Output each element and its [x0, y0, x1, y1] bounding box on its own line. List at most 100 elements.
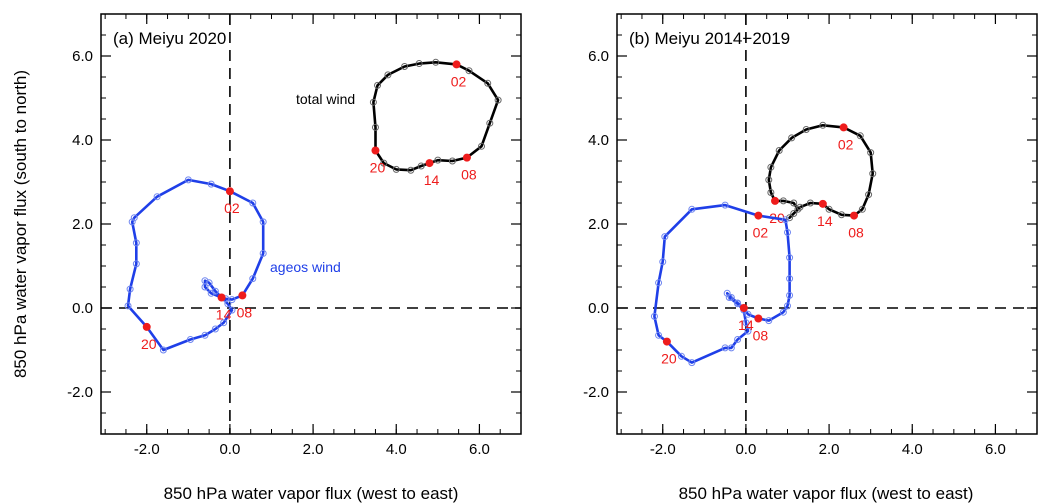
x-tick-label-b: 6.0 — [985, 441, 1006, 458]
data-point-ageos-wind-a — [220, 319, 228, 327]
data-point-ageos-wind-a — [130, 214, 138, 222]
data-point-total-wind-b — [819, 121, 827, 129]
hour-label-02-ageos-wind-a: 02 — [224, 200, 240, 216]
data-point-total-wind-b — [790, 199, 798, 207]
panel-a: (a) Meiyu 2020 850 hPa water vapor flux … — [11, 13, 522, 503]
data-point-total-wind-b — [865, 191, 873, 199]
data-point-ageos-wind-b — [677, 352, 685, 360]
panel-title-a: (a) Meiyu 2020 — [113, 29, 226, 48]
x-tick-label-a: -2.0 — [134, 441, 160, 458]
y-tick-label-b: -2.0 — [583, 384, 609, 401]
hour-marker-20-ageos-wind-a — [142, 322, 151, 331]
data-point-total-wind-a — [380, 159, 388, 167]
data-point-ageos-wind-a — [132, 239, 140, 247]
x-tick-label-b: -2.0 — [650, 441, 676, 458]
data-point-ageos-wind-a — [259, 218, 267, 226]
data-point-total-wind-b — [794, 205, 802, 213]
data-point-total-wind-a — [477, 142, 485, 150]
data-point-total-wind-a — [392, 165, 400, 173]
hour-marker-20-total-wind-b — [771, 196, 780, 205]
data-point-total-wind-a — [407, 166, 415, 174]
data-point-total-wind-b — [786, 214, 794, 222]
data-point-total-wind-b — [856, 132, 864, 140]
hour-label-08-ageos-wind-b: 08 — [753, 328, 769, 344]
data-point-ageos-wind-a — [224, 300, 232, 308]
data-point-total-wind-b — [796, 203, 804, 211]
y-tick-label-a: 6.0 — [72, 48, 93, 65]
data-point-ageos-wind-a — [205, 279, 213, 287]
data-point-ageos-wind-b — [734, 300, 742, 308]
data-point-total-wind-b — [825, 205, 833, 213]
hour-label-20-ageos-wind-a: 20 — [141, 336, 157, 352]
hour-marker-02-ageos-wind-b — [754, 211, 763, 220]
x-tick-label-a: 2.0 — [303, 441, 324, 458]
data-point-total-wind-a — [415, 60, 423, 68]
hour-marker-14-ageos-wind-b — [739, 304, 748, 312]
data-point-ageos-wind-b — [744, 327, 752, 335]
x-axis-title-b: 850 hPa water vapor flux (west to east) — [679, 484, 974, 503]
series-line-ageos-wind-b — [653, 203, 791, 364]
hour-marker-14-ageos-wind-a — [217, 293, 226, 302]
data-point-total-wind-b — [806, 199, 814, 207]
data-point-ageos-wind-a — [211, 325, 219, 333]
hour-marker-08-total-wind-a — [462, 153, 471, 162]
data-point-ageos-wind-a — [186, 336, 194, 343]
data-point-ageos-wind-a — [249, 275, 257, 283]
data-point-ageos-wind-b — [650, 312, 658, 320]
data-point-ageos-wind-a — [211, 287, 219, 295]
data-point-total-wind-a — [465, 67, 473, 75]
data-point-ageos-wind-a — [259, 249, 267, 257]
data-point-ageos-wind-b — [725, 294, 733, 301]
plot-layer-a: -2.0 0.0 2.0 4.0 6.0 -2.0 0.0 2.0 4.0 6.0 02 08 14 20… — [67, 13, 522, 458]
data-point-total-wind-b — [767, 189, 775, 196]
data-point-ageos-wind-b — [655, 279, 663, 287]
data-point-ageos-wind-a — [132, 260, 140, 268]
data-point-total-wind-a — [384, 71, 392, 79]
x-tick-label-b: 4.0 — [902, 441, 923, 458]
hour-label-02-total-wind-b: 02 — [838, 136, 854, 152]
hour-marker-14-total-wind-a — [425, 159, 434, 168]
y-tick-label-a: -2.0 — [67, 384, 93, 401]
plot-layer-b: -2.0 0.0 2.0 4.0 6.0-2.00.02.04.06.002081420… — [583, 13, 1038, 458]
hour-label-14-total-wind-a: 14 — [424, 172, 440, 188]
data-point-ageos-wind-b — [727, 294, 735, 301]
data-point-total-wind-b — [838, 211, 846, 219]
data-point-ageos-wind-a — [159, 346, 167, 354]
hour-label-14-ageos-wind-b: 14 — [738, 317, 754, 333]
hour-marker-20-ageos-wind-b — [662, 337, 671, 346]
y-tick-label-b: 0.0 — [588, 300, 609, 317]
hour-label-20-ageos-wind-b: 20 — [661, 351, 677, 367]
data-point-ageos-wind-b — [786, 291, 794, 299]
data-point-total-wind-a — [401, 63, 409, 70]
data-point-ageos-wind-b — [655, 331, 663, 339]
data-point-ageos-wind-b — [786, 254, 794, 262]
y-tick-label-a: 4.0 — [72, 132, 93, 149]
hour-label-08-total-wind-b: 08 — [848, 225, 864, 241]
data-point-ageos-wind-a — [207, 289, 215, 297]
data-point-total-wind-a — [484, 79, 492, 87]
panel-b: (b) Meiyu 2014−2019 850 hPa water vapor … — [583, 13, 1038, 503]
data-point-ageos-wind-a — [128, 218, 136, 226]
annotation-total-wind: total wind — [296, 91, 355, 107]
data-point-ageos-wind-b — [781, 216, 789, 224]
data-point-total-wind-b — [802, 126, 810, 133]
data-point-total-wind-b — [869, 170, 877, 178]
data-point-ageos-wind-b — [765, 317, 773, 325]
data-point-ageos-wind-b — [688, 359, 696, 367]
data-point-ageos-wind-a — [249, 199, 257, 207]
data-point-total-wind-a — [486, 119, 494, 127]
data-point-total-wind-a — [374, 81, 382, 89]
data-point-total-wind-a — [369, 98, 377, 106]
hour-marker-02-ageos-wind-a — [225, 187, 234, 196]
data-point-ageos-wind-a — [207, 180, 215, 188]
data-point-ageos-wind-b — [779, 308, 787, 316]
data-point-total-wind-a — [371, 123, 379, 131]
data-point-total-wind-a — [494, 96, 502, 104]
data-point-ageos-wind-b — [786, 275, 794, 283]
data-point-ageos-wind-b — [661, 233, 669, 241]
y-tick-label-b: 4.0 — [588, 132, 609, 149]
y-tick-label-a: 2.0 — [72, 216, 93, 233]
x-tick-label-a: 0.0 — [219, 441, 240, 458]
data-point-ageos-wind-b — [659, 258, 667, 266]
